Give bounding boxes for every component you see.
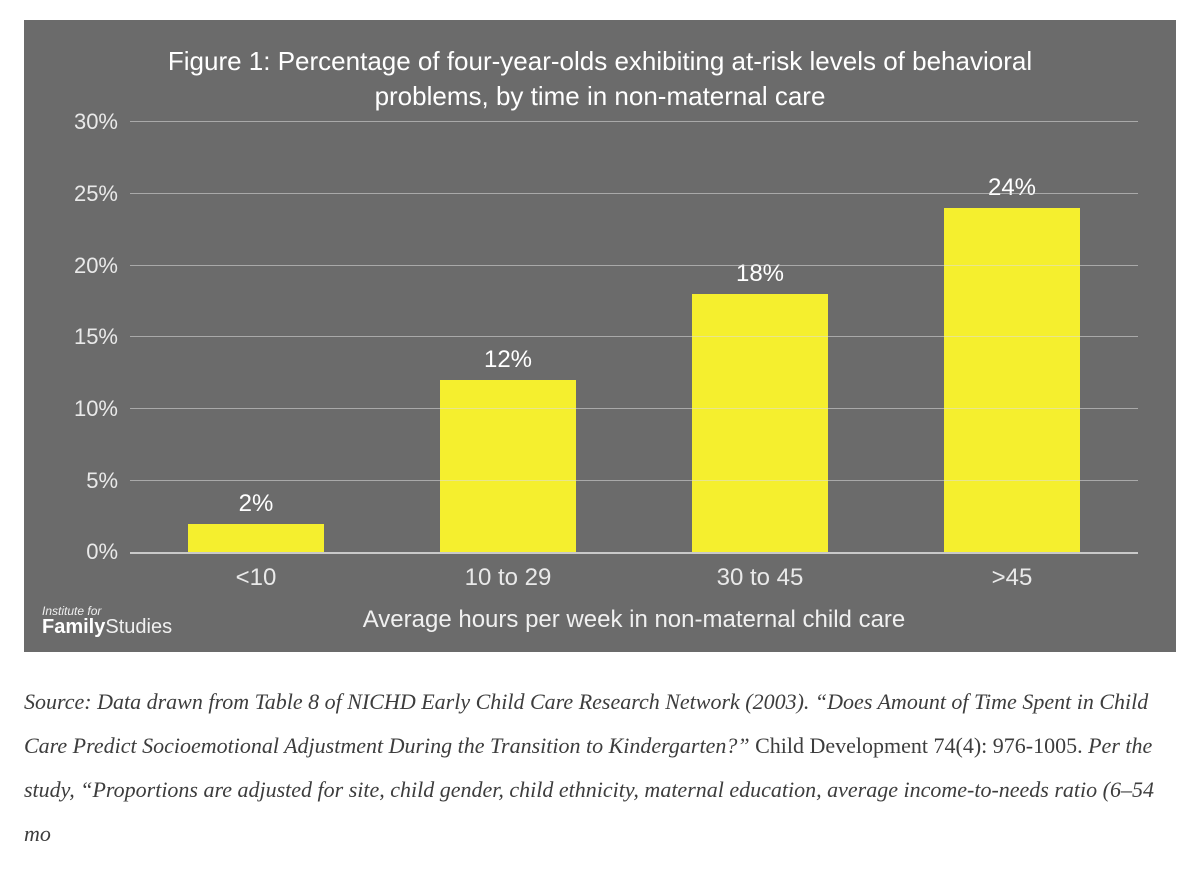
bars-row: 2% 12% 18% 24%	[130, 122, 1138, 552]
gridline	[130, 265, 1138, 266]
chart-title: Figure 1: Percentage of four-year-olds e…	[150, 44, 1050, 114]
gridline	[130, 193, 1138, 194]
y-tick-label: 25%	[52, 181, 118, 207]
bar-slot: 12%	[382, 122, 634, 552]
bar-value-label: 12%	[484, 346, 532, 374]
plot-area: 2%12%18%24% 0%5%10%15%20%25%30%	[130, 122, 1138, 554]
y-tick-label: 0%	[52, 539, 118, 565]
bar	[944, 208, 1080, 552]
gridline	[130, 121, 1138, 122]
gridline	[130, 408, 1138, 409]
gridline	[130, 336, 1138, 337]
bar	[188, 524, 324, 553]
source-citation: Source: Data drawn from Table 8 of NICHD…	[24, 680, 1176, 856]
source-cite: 74(4): 976-1005.	[928, 733, 1088, 758]
y-tick-label: 20%	[52, 253, 118, 279]
bar-slot: 2%	[130, 122, 382, 552]
bar-value-label: 24%	[988, 174, 1036, 202]
y-tick-label: 5%	[52, 468, 118, 494]
x-tick-label: 30 to 45	[634, 554, 886, 592]
bar-slot: 24%	[886, 122, 1138, 552]
chart-card: Figure 1: Percentage of four-year-olds e…	[24, 20, 1176, 652]
source-journal: Child Development	[755, 733, 928, 758]
bar	[692, 294, 828, 552]
x-tick-label: >45	[886, 554, 1138, 592]
x-ticks: <1010 to 2930 to 45>45	[130, 554, 1138, 592]
bar	[440, 380, 576, 552]
x-tick-label: <10	[130, 554, 382, 592]
y-tick-label: 10%	[52, 396, 118, 422]
page: Figure 1: Percentage of four-year-olds e…	[0, 0, 1200, 856]
y-tick-label: 30%	[52, 109, 118, 135]
logo-bold: Family	[42, 616, 105, 638]
gridline	[130, 480, 1138, 481]
y-tick-label: 15%	[52, 324, 118, 350]
logo-light: Studies	[105, 616, 172, 638]
logo-line-2: FamilyStudies	[42, 617, 172, 638]
x-tick-label: 10 to 29	[382, 554, 634, 592]
bar-value-label: 2%	[239, 490, 274, 518]
bar-slot: 18%	[634, 122, 886, 552]
publisher-logo: Institute for FamilyStudies	[42, 605, 172, 639]
plot-wrap: 2%12%18%24% 0%5%10%15%20%25%30% <1010 to…	[52, 122, 1148, 634]
x-axis-title: Average hours per week in non-maternal c…	[130, 592, 1138, 634]
